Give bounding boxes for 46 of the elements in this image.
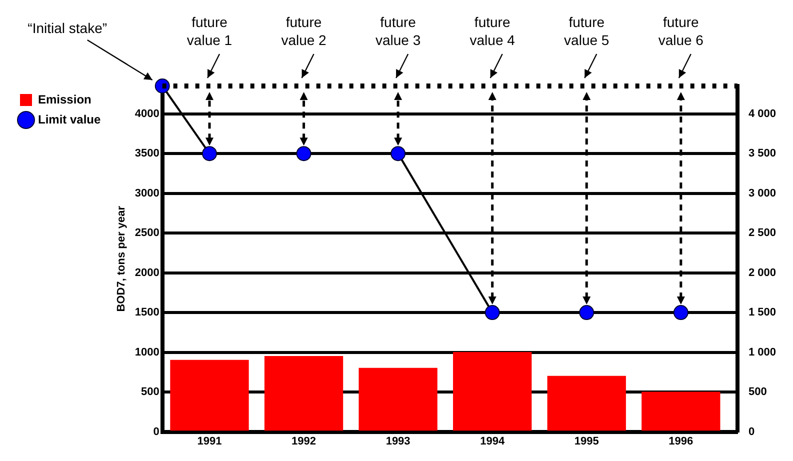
y2-tick-label: 1 500 [748, 306, 776, 319]
y2-tick-label: 1 000 [748, 346, 776, 358]
y-tick-label: 2500 [134, 227, 160, 240]
y2-tick-label: 3 500 [748, 148, 776, 160]
point [202, 146, 217, 162]
y2-tick-label: 2 500 [748, 227, 776, 240]
y2-tick-label: 500 [748, 386, 767, 398]
annotation: future value 5 [564, 14, 610, 48]
x-tick-label: 1996 [668, 435, 694, 448]
y2-tick-label: 3 000 [748, 187, 776, 200]
x-tick-label: 1993 [386, 435, 410, 448]
bar [453, 352, 532, 431]
y-tick-label: 1500 [134, 306, 160, 319]
x-tick-label: 1992 [292, 435, 316, 448]
y-tick-label: 2000 [134, 266, 160, 279]
point [673, 305, 688, 320]
y-tick-label: 3500 [134, 148, 160, 160]
bar [358, 368, 438, 431]
y2-tick-label: 0 [748, 426, 755, 438]
y-tick-label: 4000 [134, 108, 160, 120]
bar [170, 360, 249, 431]
x-tick-label: 1995 [574, 435, 599, 448]
annotation: future value 2 [281, 14, 327, 48]
bar [264, 356, 344, 431]
annotation: future value 4 [470, 14, 516, 48]
legend-label: Emission [38, 92, 92, 106]
annotation: future value 1 [186, 14, 232, 48]
bar [642, 392, 720, 431]
y2-tick-label: 2 000 [748, 266, 776, 279]
annotation: future value 3 [375, 14, 421, 48]
point [390, 146, 406, 162]
point [579, 305, 594, 320]
bar [547, 376, 626, 431]
point [484, 305, 500, 320]
y-tick-label: 500 [140, 386, 160, 398]
y-tick-label: 0 [153, 426, 160, 438]
text: “Initial stake” [28, 20, 108, 36]
legend-label: Limit value [38, 112, 102, 126]
point [296, 146, 312, 162]
x-tick-label: 1991 [197, 435, 222, 448]
y-tick-label: 3000 [134, 187, 160, 200]
x-tick-label: 1994 [480, 435, 506, 448]
y2-tick-label: 4 000 [748, 108, 776, 120]
y-axis-title: BOD7, tons per year [115, 205, 128, 312]
annotation: future value 6 [658, 14, 704, 48]
y-tick-label: 1000 [134, 346, 160, 358]
